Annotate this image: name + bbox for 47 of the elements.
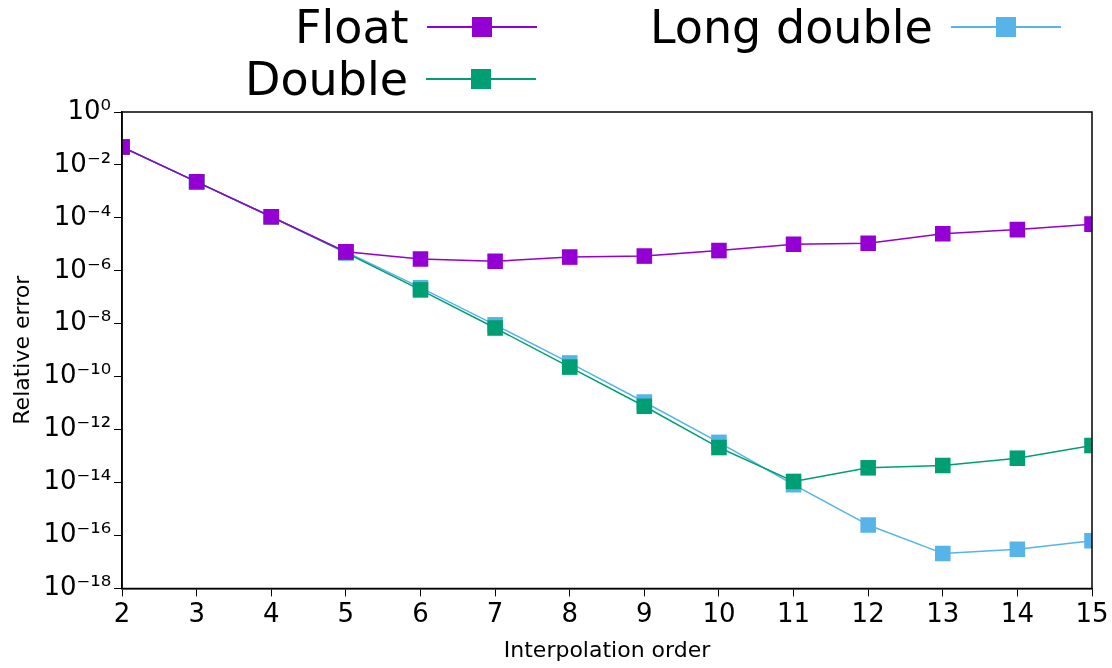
x-tick-label: 12 <box>851 597 885 628</box>
point <box>561 359 578 375</box>
y-tick-label: 10⁻² <box>53 147 112 178</box>
point <box>412 251 429 267</box>
x-tick-label: 8 <box>561 597 578 628</box>
x-tick-label: 13 <box>926 597 960 628</box>
point <box>860 460 876 476</box>
x-tick-label: 3 <box>188 597 205 628</box>
x-tick-label: 9 <box>636 597 653 628</box>
point <box>487 253 503 269</box>
y-tick-label: 10⁻¹⁶ <box>43 518 112 549</box>
y-tick-label: 10⁻¹⁸ <box>43 571 112 602</box>
x-tick-label: 7 <box>486 597 504 628</box>
point <box>935 226 951 242</box>
x-tick-label: 11 <box>777 597 811 628</box>
y-tick-label: 10⁰ <box>67 94 112 125</box>
legend-label: Double <box>245 52 408 106</box>
point <box>1009 221 1026 238</box>
y-tick-label: 10⁻⁴ <box>53 200 112 231</box>
y-tick-label: 10⁻⁸ <box>53 306 112 337</box>
x-axis-title: Interpolation order <box>503 636 712 662</box>
y-tick-label: 10⁻¹² <box>43 412 112 443</box>
point <box>935 545 951 562</box>
legend-label: Long double <box>650 0 933 54</box>
x-tick-label: 14 <box>1000 597 1034 628</box>
x-tick-label: 5 <box>337 597 355 628</box>
x-tick-label: 6 <box>412 597 429 628</box>
x-tick-label: 15 <box>1075 597 1109 628</box>
y-axis-title: Relative error <box>8 274 34 425</box>
point <box>636 248 653 264</box>
point <box>860 517 876 533</box>
point <box>711 242 727 259</box>
point <box>1009 450 1026 466</box>
point <box>785 236 802 253</box>
x-tick-label: 10 <box>702 597 736 628</box>
point <box>636 398 653 415</box>
x-tick-label: 4 <box>263 597 280 628</box>
point <box>561 249 578 265</box>
y-tick-label: 10⁻¹⁰ <box>43 359 112 390</box>
x-tick-label: 2 <box>113 597 131 628</box>
point <box>935 457 951 474</box>
point <box>1009 541 1026 558</box>
y-tick-label: 10⁻¹⁴ <box>43 465 112 496</box>
point <box>860 235 876 252</box>
point <box>711 439 727 456</box>
legend-label: Float <box>295 0 409 54</box>
y-tick-label: 10⁻⁶ <box>53 253 112 284</box>
